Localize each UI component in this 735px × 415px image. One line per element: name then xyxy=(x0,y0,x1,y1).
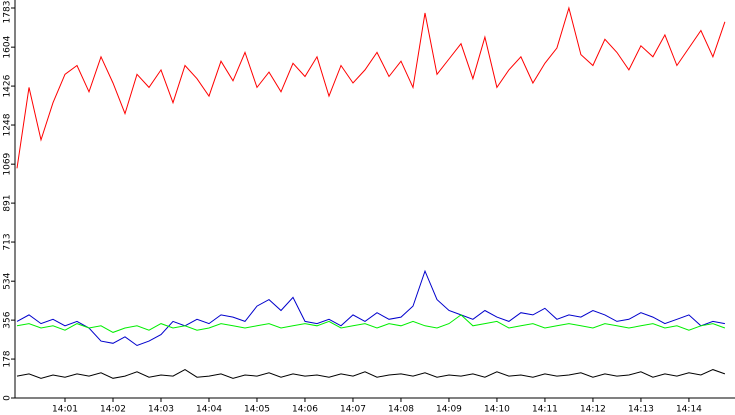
y-tick-label: 534 xyxy=(3,272,13,289)
y-tick-label: 1069 xyxy=(3,152,13,175)
y-tick-label: 356 xyxy=(3,311,13,328)
y-tick-label: 178 xyxy=(3,350,13,367)
x-tick-label: 14:12 xyxy=(580,405,606,415)
y-tick-label: 1604 xyxy=(3,35,13,58)
y-tick-label: 1248 xyxy=(3,113,13,136)
x-tick-label: 14:08 xyxy=(388,405,414,415)
x-tick-label: 14:06 xyxy=(292,405,318,415)
x-tick-label: 14:11 xyxy=(532,405,558,415)
x-tick-label: 14:04 xyxy=(196,405,222,415)
x-tick-label: 14:07 xyxy=(340,405,366,415)
series-line xyxy=(16,369,726,379)
x-tick-label: 14:03 xyxy=(148,405,174,415)
y-tick-label: 0 xyxy=(3,395,13,401)
x-tick-label: 14:05 xyxy=(244,405,270,415)
x-tick-label: 14:09 xyxy=(436,405,462,415)
y-tick-label: 1783 xyxy=(3,1,13,24)
series-line xyxy=(16,6,726,169)
y-tick-label: 1426 xyxy=(3,74,13,97)
x-tick-label: 14:01 xyxy=(52,405,78,415)
y-tick-label: 713 xyxy=(3,233,13,250)
x-tick-label: 14:14 xyxy=(676,405,702,415)
x-tick-label: 14:10 xyxy=(484,405,510,415)
x-tick-label: 14:02 xyxy=(100,405,126,415)
series-line xyxy=(16,314,726,333)
x-tick-label: 14:13 xyxy=(628,405,654,415)
y-tick-label: 891 xyxy=(3,195,13,212)
series-line xyxy=(16,269,725,347)
